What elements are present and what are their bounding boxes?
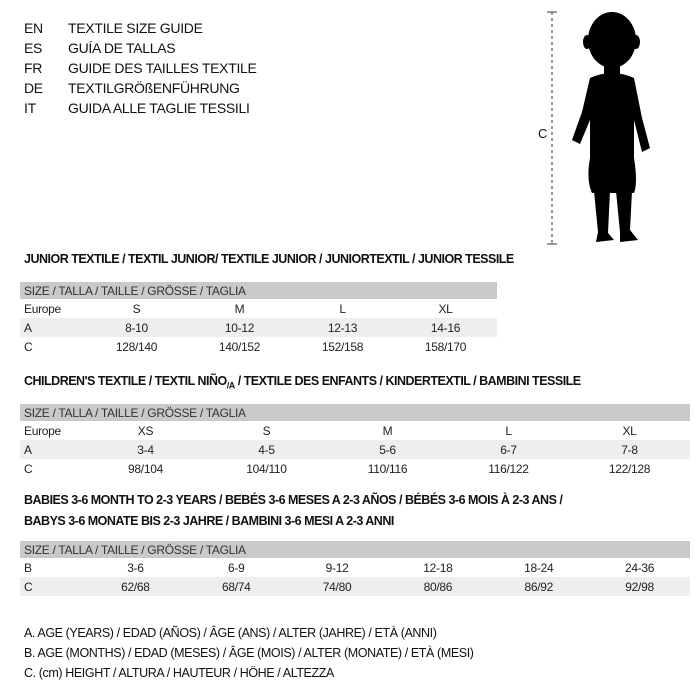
- lang-code: DE: [24, 80, 43, 96]
- table-cell: L: [339, 301, 346, 316]
- children-size-table: SIZE / TALLA / TAILLE / GRÖSSE / TAGLIA …: [20, 404, 690, 478]
- legend-c: C. (cm) HEIGHT / ALTURA / HAUTEUR / HÖHE…: [24, 666, 334, 680]
- table-row: C 128/140 140/152 152/158 158/170: [20, 337, 497, 356]
- lang-text: GUÍA DE TALLAS: [68, 40, 176, 56]
- table-cell: 80/86: [387, 577, 489, 596]
- lang-it: IT GUIDA ALLE TAGLIE TESSILI: [24, 100, 250, 116]
- table-cell: 6-9: [228, 560, 245, 575]
- height-measure-label: C: [538, 126, 548, 141]
- child-silhouette-icon: [547, 11, 650, 245]
- table-cell: 10-12: [188, 318, 291, 337]
- table-row: C 62/68 68/74 74/80 80/86 86/92 92/98: [20, 577, 690, 596]
- legend-a: A. AGE (YEARS) / EDAD (AÑOS) / ÂGE (ANS)…: [24, 626, 437, 640]
- table-row: Europe XS S M L XL: [20, 421, 690, 440]
- table-cell: M: [234, 301, 245, 316]
- header-cell: SIZE / TALLA / TAILLE / GRÖSSE / TAGLIA: [20, 404, 690, 421]
- lang-code: IT: [24, 100, 36, 116]
- row-label: Europe: [24, 301, 61, 316]
- table-cell: S: [132, 301, 141, 316]
- table-cell: L: [505, 423, 512, 438]
- table-cell: M: [382, 423, 393, 438]
- gender-suffix: /A: [226, 380, 236, 391]
- header-cell: SIZE / TALLA / TAILLE / GRÖSSE / TAGLIA: [20, 541, 690, 558]
- table-cell: 9-12: [325, 560, 349, 575]
- table-cell: 86/92: [488, 577, 590, 596]
- table-cell: 92/98: [589, 577, 690, 596]
- lang-text: GUIDE DES TAILLES TEXTILE: [68, 60, 257, 76]
- table-cell: 74/80: [286, 577, 388, 596]
- table-header: SIZE / TALLA / TAILLE / GRÖSSE / TAGLIA: [20, 404, 690, 421]
- lang-code: ES: [24, 40, 43, 56]
- lang-es: ES GUÍA DE TALLAS: [24, 40, 176, 56]
- table-cell: 140/152: [218, 339, 261, 354]
- table-cell: 12-18: [423, 560, 453, 575]
- junior-size-table: SIZE / TALLA / TAILLE / GRÖSSE / TAGLIA …: [20, 282, 497, 356]
- table-row: A 3-4 4-5 5-6 6-7 7-8: [20, 440, 690, 459]
- table-cell: 128/140: [115, 339, 158, 354]
- junior-title: JUNIOR TEXTILE / TEXTIL JUNIOR/ TEXTILE …: [24, 252, 514, 266]
- lang-fr: FR GUIDE DES TAILLES TEXTILE: [24, 60, 257, 76]
- row-label: C: [20, 577, 85, 596]
- table-row: A 8-10 10-12 12-13 14-16: [20, 318, 497, 337]
- table-cell: XS: [137, 423, 154, 438]
- table-cell: 98/104: [128, 461, 163, 476]
- table-cell: XL: [438, 301, 453, 316]
- table-cell: 68/74: [185, 577, 287, 596]
- lang-de: DE TEXTILGRÖßENFÜHRUNG: [24, 80, 240, 96]
- lang-en: EN TEXTILE SIZE GUIDE: [24, 20, 203, 36]
- table-cell: 116/122: [488, 461, 529, 476]
- lang-code: FR: [24, 60, 43, 76]
- table-cell: S: [262, 423, 271, 438]
- table-row: C 98/104 104/110 110/116 116/122 122/128: [20, 459, 690, 478]
- table-cell: 110/116: [367, 461, 408, 476]
- table-cell: 3-6: [127, 560, 144, 575]
- lang-text: TEXTILGRÖßENFÜHRUNG: [68, 80, 240, 96]
- table-cell: 7-8: [569, 440, 690, 459]
- row-label: A: [20, 318, 85, 337]
- child-silhouette-figure: C: [530, 8, 670, 248]
- table-cell: 24-36: [624, 560, 655, 575]
- table-cell: 122/128: [608, 461, 651, 476]
- table-cell: 158/170: [424, 339, 467, 354]
- babies-title-line1: BABIES 3-6 MONTH TO 2-3 YEARS / BEBÉS 3-…: [24, 493, 563, 507]
- table-cell: 62/68: [85, 577, 186, 596]
- table-cell: 12-13: [291, 318, 394, 337]
- table-row: Europe S M L XL: [20, 299, 497, 318]
- row-label: C: [24, 461, 33, 476]
- babies-size-table: SIZE / TALLA / TAILLE / GRÖSSE / TAGLIA …: [20, 541, 690, 596]
- table-cell: 6-7: [448, 440, 569, 459]
- row-label: C: [24, 339, 33, 354]
- table-row: B 3-6 6-9 9-12 12-18 18-24 24-36: [20, 558, 690, 577]
- row-label: Europe: [24, 423, 61, 438]
- lang-text: GUIDA ALLE TAGLIE TESSILI: [68, 100, 250, 116]
- legend-b: B. AGE (MONTHS) / EDAD (MESES) / ÂGE (MO…: [24, 646, 474, 660]
- lang-code: EN: [24, 20, 43, 36]
- table-header: SIZE / TALLA / TAILLE / GRÖSSE / TAGLIA: [20, 541, 690, 558]
- table-cell: 5-6: [327, 440, 448, 459]
- table-cell: XL: [622, 423, 637, 438]
- table-cell: 152/158: [321, 339, 364, 354]
- table-cell: 14-16: [394, 318, 497, 337]
- lang-text: TEXTILE SIZE GUIDE: [68, 20, 203, 36]
- table-header: SIZE / TALLA / TAILLE / GRÖSSE / TAGLIA: [20, 282, 497, 299]
- table-cell: 8-10: [85, 318, 188, 337]
- table-cell: 18-24: [524, 560, 554, 575]
- row-label: B: [24, 560, 32, 575]
- header-cell: SIZE / TALLA / TAILLE / GRÖSSE / TAGLIA: [20, 282, 497, 299]
- children-title: CHILDREN'S TEXTILE / TEXTIL NIÑO/A / TEX…: [24, 374, 581, 391]
- table-cell: 3-4: [85, 440, 206, 459]
- row-label: A: [20, 440, 85, 459]
- babies-title-line2: BABYS 3-6 MONATE BIS 2-3 JAHRE / BAMBINI…: [24, 514, 394, 528]
- table-cell: 4-5: [206, 440, 327, 459]
- table-cell: 104/110: [246, 461, 287, 476]
